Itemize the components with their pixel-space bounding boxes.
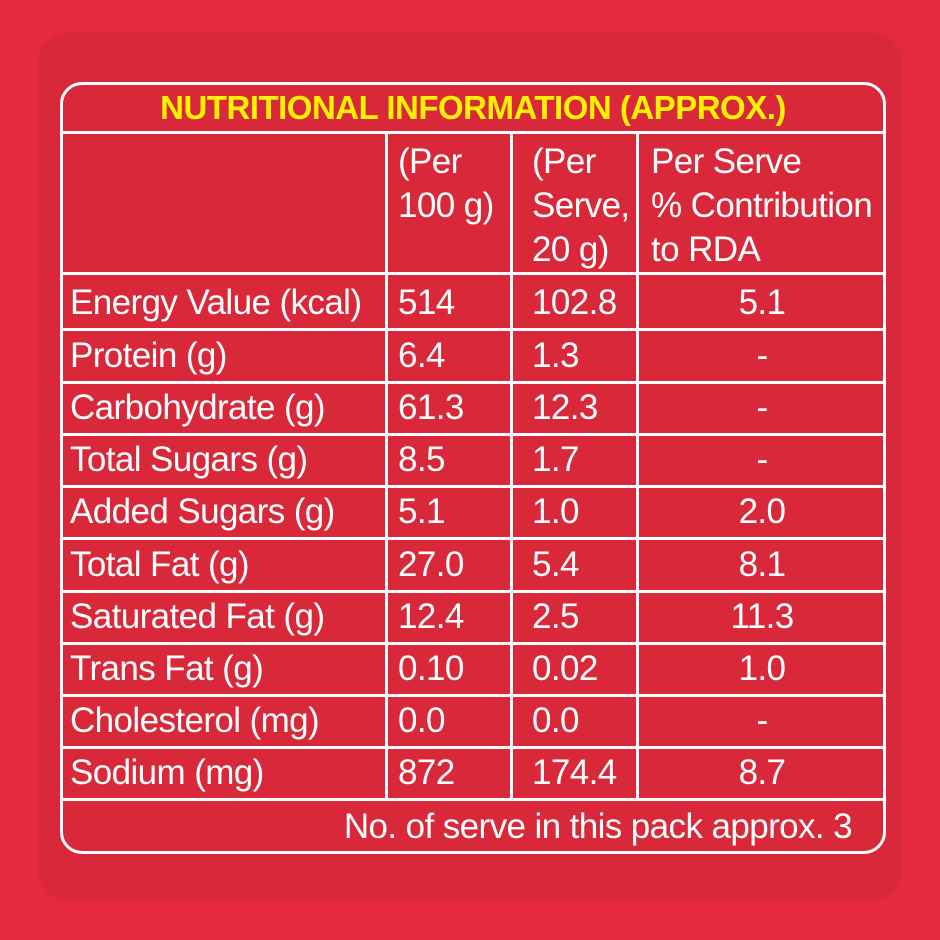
row-label: Carbohydrate (g) xyxy=(70,388,326,427)
serving-note: No. of serve in this pack approx. 3 xyxy=(343,807,853,846)
row-divider xyxy=(60,642,886,645)
cell-per-100g: 514 xyxy=(398,283,455,322)
cell-rda: 2.0 xyxy=(738,492,786,531)
cell-per-100g: 61.3 xyxy=(398,388,464,427)
column-divider xyxy=(385,131,388,801)
cell-rda: - xyxy=(756,440,768,479)
header-divider xyxy=(60,272,886,275)
cell-rda: - xyxy=(756,336,768,375)
cell-per-100g: 6.4 xyxy=(398,336,445,375)
row-divider xyxy=(60,485,886,488)
row-label: Saturated Fat (g) xyxy=(70,597,325,636)
cell-rda: 8.1 xyxy=(738,545,786,584)
row-label: Added Sugars (g) xyxy=(70,492,335,531)
cell-rda: - xyxy=(756,701,768,740)
cell-per-serve: 174.4 xyxy=(532,753,617,792)
cell-per-serve: 102.8 xyxy=(532,283,617,322)
row-label: Sodium (mg) xyxy=(70,753,264,792)
column-header-rda: Per Serve% Contribution to RDA xyxy=(651,142,873,269)
cell-per-serve: 1.0 xyxy=(532,492,579,531)
cell-per-100g: 5.1 xyxy=(398,492,445,531)
footer-divider xyxy=(60,798,886,801)
row-divider xyxy=(60,328,886,331)
row-divider xyxy=(60,590,886,593)
cell-per-100g: 8.5 xyxy=(398,440,445,479)
column-divider xyxy=(510,131,513,801)
row-label: Protein (g) xyxy=(70,336,227,375)
row-label: Cholesterol (mg) xyxy=(70,701,320,740)
row-divider xyxy=(60,694,886,697)
label-panel xyxy=(38,33,902,900)
cell-rda: 5.1 xyxy=(738,283,786,322)
cell-rda: 11.3 xyxy=(730,597,794,636)
cell-per-100g: 872 xyxy=(398,753,455,792)
row-label: Total Sugars (g) xyxy=(70,440,308,479)
table-title: NUTRITIONAL INFORMATION (APPROX.) xyxy=(160,89,786,126)
cell-per-100g: 0.0 xyxy=(398,701,445,740)
cell-per-serve: 0.0 xyxy=(532,701,579,740)
cell-per-serve: 5.4 xyxy=(532,545,579,584)
cell-per-serve: 1.7 xyxy=(532,440,579,479)
title-divider xyxy=(60,131,886,134)
column-header-per-serve: (Per Serve, 20 g) xyxy=(532,142,630,269)
cell-per-serve: 2.5 xyxy=(532,597,579,636)
column-divider xyxy=(636,131,639,801)
row-divider xyxy=(60,537,886,540)
row-divider xyxy=(60,381,886,384)
row-label: Energy Value (kcal) xyxy=(70,283,362,322)
cell-per-serve: 12.3 xyxy=(532,388,598,427)
cell-per-serve: 0.02 xyxy=(532,649,598,688)
column-header-per-100g: (Per 100 g) xyxy=(398,142,494,225)
row-divider xyxy=(60,433,886,436)
cell-rda: 8.7 xyxy=(738,753,786,792)
cell-per-100g: 0.10 xyxy=(398,649,464,688)
nutrition-table-frame xyxy=(60,82,886,854)
row-divider xyxy=(60,746,886,749)
cell-rda: - xyxy=(756,388,768,427)
cell-per-serve: 1.3 xyxy=(532,336,579,375)
cell-per-100g: 12.4 xyxy=(398,597,464,636)
cell-rda: 1.0 xyxy=(738,649,786,688)
row-label: Total Fat (g) xyxy=(70,545,250,584)
cell-per-100g: 27.0 xyxy=(398,545,464,584)
row-label: Trans Fat (g) xyxy=(70,649,264,688)
